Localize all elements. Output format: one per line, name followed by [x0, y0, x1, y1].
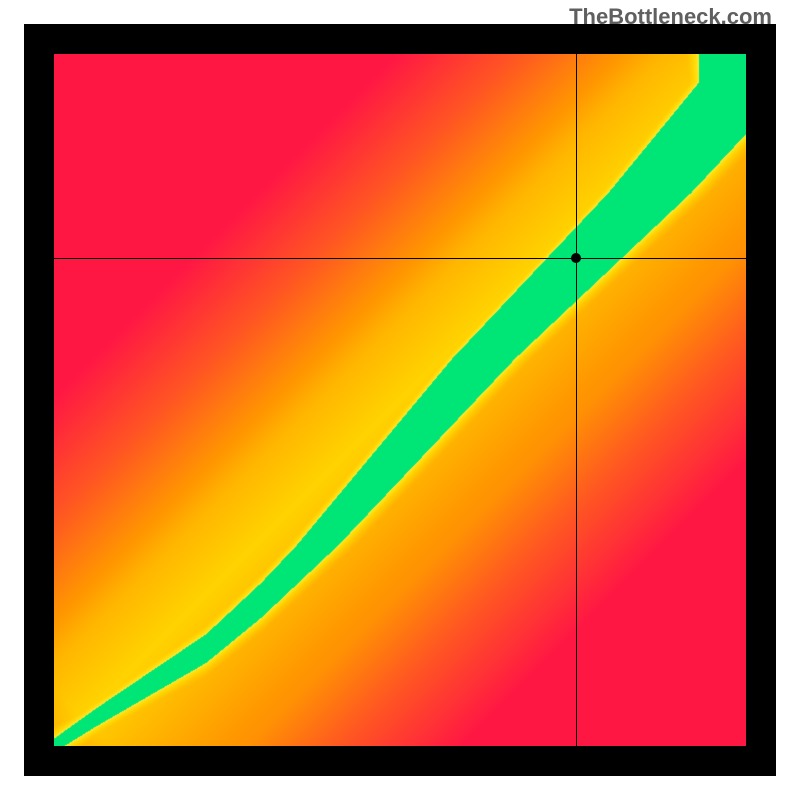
figure-container: TheBottleneck.com — [0, 0, 800, 800]
plot-area — [54, 54, 746, 746]
crosshair-vertical — [576, 54, 577, 746]
plot-frame — [24, 24, 776, 776]
crosshair-horizontal — [54, 258, 746, 259]
crosshair-marker — [571, 253, 581, 263]
heatmap-canvas — [54, 54, 746, 746]
watermark-text: TheBottleneck.com — [569, 4, 772, 30]
